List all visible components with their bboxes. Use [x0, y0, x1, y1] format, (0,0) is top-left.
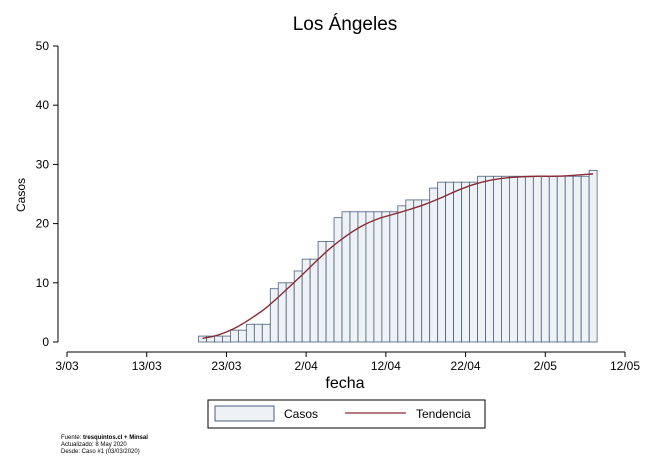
bar — [461, 181, 470, 343]
trend-line — [202, 173, 594, 340]
bar — [237, 329, 247, 343]
bars-group — [198, 169, 598, 343]
bar — [564, 175, 574, 343]
x-tick-label: 22/04 — [451, 359, 481, 373]
bar — [445, 181, 455, 343]
y-tick-label: 10 — [36, 276, 50, 290]
bar — [588, 169, 598, 343]
bar — [285, 282, 295, 343]
bar — [309, 258, 319, 343]
bar — [429, 187, 439, 343]
bar — [501, 175, 510, 343]
bar — [381, 211, 391, 343]
bar — [389, 211, 399, 343]
x-tick-label: 12/05 — [610, 359, 640, 373]
bar — [580, 175, 590, 343]
footer-since: Desde: Caso #1 (03/03/2020) — [61, 449, 140, 455]
bar — [222, 335, 231, 343]
y-tick-label: 20 — [36, 217, 50, 231]
bar — [373, 211, 383, 343]
bar — [524, 175, 534, 343]
bar — [453, 181, 462, 343]
bar — [365, 211, 375, 343]
footer-source-prefix: Fuente: — [61, 435, 84, 441]
y-tick-label: 0 — [42, 335, 49, 349]
x-tick-label: 13/03 — [132, 359, 162, 373]
bar — [341, 211, 351, 343]
bar — [548, 175, 558, 343]
bar — [532, 175, 542, 343]
bar — [269, 288, 279, 343]
bar — [556, 175, 566, 343]
y-tick-label: 30 — [36, 157, 50, 171]
bar — [397, 205, 407, 343]
x-tick-label: 23/03 — [211, 359, 241, 373]
trend-group — [202, 173, 594, 340]
bar — [214, 335, 223, 343]
bar — [421, 199, 431, 343]
legend-label-tendencia: Tendencia — [416, 407, 471, 421]
bar — [413, 199, 423, 343]
footer-updated: Actualizado: 8 May 2020 — [61, 442, 127, 448]
y-tick-label: 40 — [36, 98, 50, 112]
bar — [333, 217, 343, 343]
footer-source: Fuente: tresquintos.cl + Minsal — [61, 435, 148, 442]
y-axis-label: Casos — [14, 178, 28, 212]
bar — [230, 329, 239, 343]
bar — [477, 175, 486, 343]
x-tick-label: 2/05 — [534, 359, 558, 373]
footer-notes: Fuente: tresquintos.cl + Minsal Actualiz… — [61, 435, 148, 456]
bar — [357, 211, 367, 343]
axes-group: 0 10 20 30 40 50 3/03 13/03 23/03 2/04 12/04 22/04 2… — [36, 39, 641, 373]
bar — [198, 335, 207, 343]
bar — [245, 323, 255, 343]
footer-source-name: tresquintos.cl + Minsal — [83, 435, 148, 441]
x-tick-label: 3/03 — [55, 359, 79, 373]
bar — [509, 175, 518, 343]
bar — [253, 323, 263, 343]
bar — [516, 175, 526, 343]
bar — [325, 240, 335, 343]
bar — [493, 175, 502, 343]
legend-label-casos: Casos — [284, 407, 318, 421]
bar — [261, 323, 271, 343]
legend-swatch-casos — [214, 405, 275, 422]
bar — [572, 175, 582, 343]
chart-title: Los Ángeles — [293, 14, 398, 35]
bar — [540, 175, 550, 343]
y-tick-label: 50 — [36, 39, 50, 53]
legend: Casos Tendencia — [207, 399, 486, 429]
bar — [485, 175, 494, 343]
x-tick-label: 2/04 — [294, 359, 318, 373]
x-tick-label: 12/04 — [371, 359, 401, 373]
bar — [405, 199, 415, 343]
x-axis-label: fecha — [325, 375, 364, 392]
bar — [469, 181, 478, 343]
bar — [437, 181, 447, 343]
